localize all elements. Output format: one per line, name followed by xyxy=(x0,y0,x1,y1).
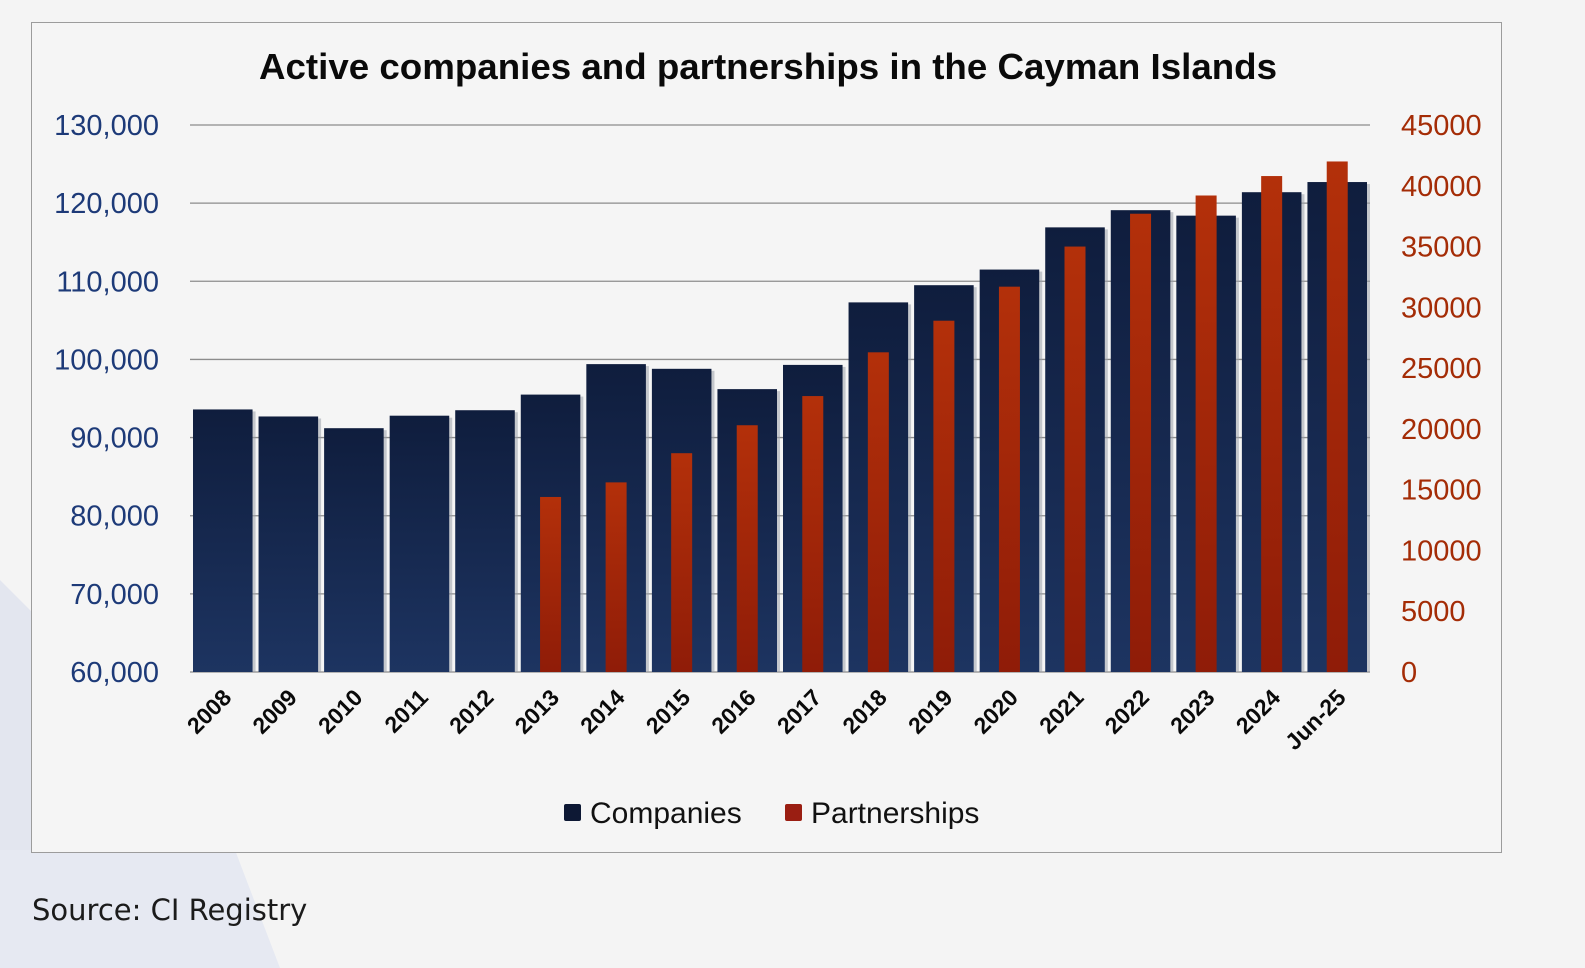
bar-partnerships-2019 xyxy=(933,320,955,672)
x-axis-tick-label: 2022 xyxy=(1100,684,1155,739)
left-axis-tick-label: 90,000 xyxy=(70,423,159,455)
bar-partnerships-2021 xyxy=(1064,246,1086,673)
source-note: Source: CI Registry xyxy=(32,893,308,927)
legend: Companies Partnerships xyxy=(564,797,979,830)
legend-swatch-companies xyxy=(564,804,581,821)
right-axis-tick-label: 40000 xyxy=(1401,171,1482,203)
x-axis-tick-label: 2023 xyxy=(1165,684,1220,739)
x-axis-tick-label: 2015 xyxy=(641,684,696,739)
left-axis-tick-label: 130,000 xyxy=(54,110,159,142)
right-y-axis: 0 5000 10000 15000 20000 25000 30000 35000 40000… xyxy=(1401,110,1482,689)
x-axis-tick-label: Jun-25 xyxy=(1280,684,1351,755)
legend-label-partnerships: Partnerships xyxy=(811,797,979,830)
x-axis-tick-label: 2020 xyxy=(968,684,1023,739)
right-axis-tick-label: 30000 xyxy=(1401,292,1482,324)
bar-partnerships-2016 xyxy=(736,425,758,672)
legend-swatch-partnerships xyxy=(785,804,802,821)
chart-title: Active companies and partnerships in the… xyxy=(259,46,1277,87)
x-axis-tick-label: 2017 xyxy=(772,684,827,739)
x-axis-tick-label: 2009 xyxy=(247,684,302,739)
x-axis-tick-label: 2024 xyxy=(1231,684,1286,739)
left-axis-tick-label: 80,000 xyxy=(70,501,159,533)
left-y-axis: 60,000 70,000 80,000 90,000 100,000 110,000 12… xyxy=(54,110,159,689)
left-axis-tick-label: 120,000 xyxy=(54,188,159,220)
bar-companies-2009 xyxy=(258,416,319,672)
left-axis-tick-label: 100,000 xyxy=(54,344,159,376)
companies-bars xyxy=(193,182,1370,673)
x-axis-tick-label: 2013 xyxy=(510,684,565,739)
left-axis-tick-label: 70,000 xyxy=(70,579,159,611)
legend-label-companies: Companies xyxy=(590,797,742,830)
right-axis-tick-label: 10000 xyxy=(1401,535,1482,567)
bar-partnerships-2022 xyxy=(1130,213,1152,673)
x-axis: 2008 2009 2010 2011 2012 2013 2014 2015 2016 2017… xyxy=(182,684,1351,755)
bar-companies-2010 xyxy=(324,428,384,672)
left-axis-tick-label: 60,000 xyxy=(70,657,159,689)
bar-partnerships-2018 xyxy=(867,352,889,672)
bar-partnerships-2017 xyxy=(802,396,824,672)
x-axis-tick-label: 2011 xyxy=(379,684,433,738)
right-axis-tick-label: 5000 xyxy=(1401,596,1466,628)
bar-partnerships-Jun-25 xyxy=(1326,161,1348,672)
right-axis-tick-label: 45000 xyxy=(1401,110,1482,142)
right-axis-tick-label: 25000 xyxy=(1401,353,1482,385)
right-axis-tick-label: 0 xyxy=(1401,657,1417,689)
right-axis-tick-label: 15000 xyxy=(1401,475,1482,507)
partnerships-bars xyxy=(540,161,1348,673)
x-axis-tick-label: 2019 xyxy=(903,684,958,739)
right-axis-tick-label: 20000 xyxy=(1401,414,1482,446)
x-axis-tick-label: 2018 xyxy=(837,684,892,739)
x-axis-tick-label: 2008 xyxy=(182,684,237,739)
x-axis-tick-label: 2016 xyxy=(706,684,761,739)
bar-companies-2011 xyxy=(389,415,450,672)
bar-companies-2008 xyxy=(193,409,253,672)
left-axis-tick-label: 110,000 xyxy=(56,266,159,298)
bar-partnerships-2014 xyxy=(605,482,627,672)
bar-partnerships-2013 xyxy=(540,496,562,672)
bar-partnerships-2015 xyxy=(671,453,693,672)
x-axis-tick-label: 2012 xyxy=(444,684,499,739)
chart-frame: Active companies and partnerships in the… xyxy=(31,22,1502,853)
x-axis-tick-label: 2010 xyxy=(313,684,368,739)
x-axis-tick-label: 2014 xyxy=(575,684,630,739)
bar-partnerships-2023 xyxy=(1195,195,1217,672)
bar-partnerships-2024 xyxy=(1261,176,1283,672)
bar-chart: Active companies and partnerships in the… xyxy=(54,46,1482,830)
bar-partnerships-2020 xyxy=(998,286,1020,672)
x-axis-tick-label: 2021 xyxy=(1034,684,1089,739)
bar-companies-2012 xyxy=(455,410,515,672)
right-axis-tick-label: 35000 xyxy=(1401,232,1482,264)
